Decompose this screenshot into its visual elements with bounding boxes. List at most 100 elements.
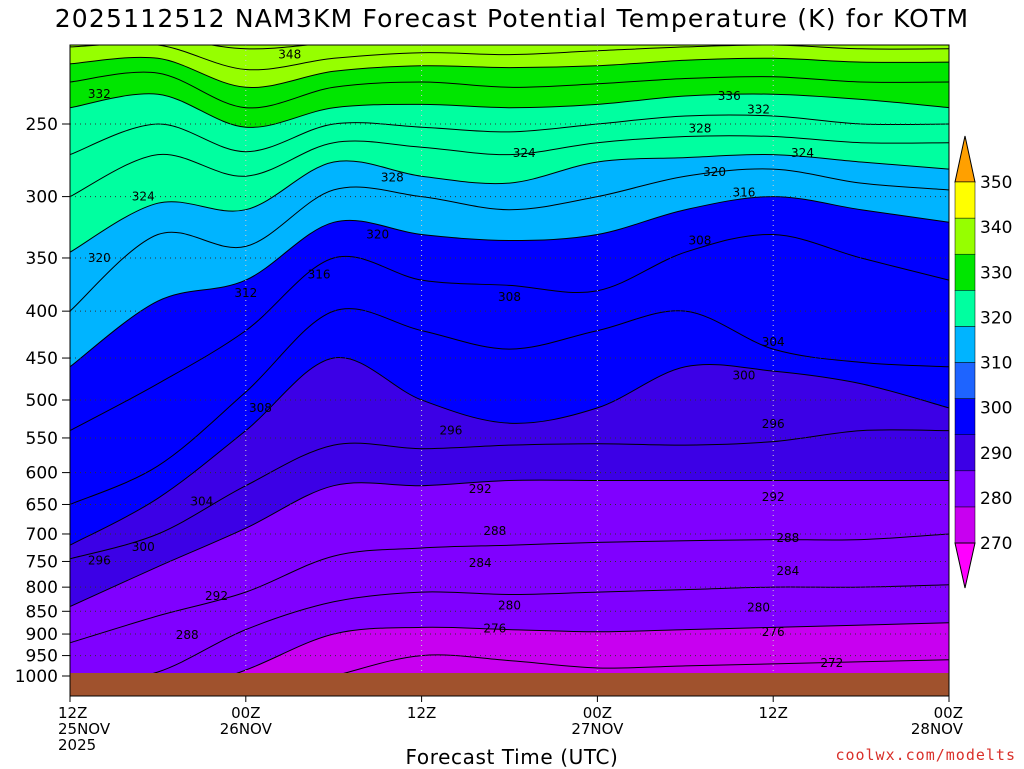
contour-label: 280 <box>747 601 770 615</box>
contour-label: 332 <box>88 87 111 101</box>
ytick-label: 1000 <box>15 667 58 687</box>
colorbar-bin <box>954 470 976 508</box>
contour-label: 324 <box>132 190 155 204</box>
colorbar-bin <box>954 181 976 219</box>
contour-label: 300 <box>132 540 155 554</box>
ytick-label: 800 <box>26 578 58 598</box>
contour-label: 332 <box>747 102 770 116</box>
contour-label: 292 <box>205 589 228 603</box>
contour-label: 292 <box>762 490 785 504</box>
colorbar-bin <box>954 434 976 472</box>
colorbar-label: 320 <box>980 308 1012 328</box>
ytick-label: 750 <box>26 552 58 572</box>
isentrope-336 <box>70 71 949 109</box>
isentrope-292 <box>70 479 949 608</box>
contour-label: 288 <box>776 531 799 545</box>
contour-label: 304 <box>762 335 785 349</box>
isentrope-344 <box>70 45 949 71</box>
contour-label: 288 <box>176 628 199 642</box>
xtick-label: 00Z <box>583 704 612 722</box>
isentrope-284 <box>70 584 949 689</box>
plot-frame <box>69 44 950 697</box>
colorbar-label: 290 <box>980 444 1012 464</box>
isentrope-304 <box>70 308 949 505</box>
contour-label: 288 <box>483 524 506 538</box>
colorbar-label: 350 <box>980 173 1012 193</box>
ytick-label: 350 <box>26 249 58 269</box>
contour-label: 312 <box>234 286 257 300</box>
xtick-label: 00Z <box>934 704 963 722</box>
isentrope-348 <box>208 45 313 50</box>
isentrope-316 <box>70 168 949 312</box>
contour-label: 320 <box>88 251 111 265</box>
isentrope-276 <box>260 654 949 696</box>
ytick-label: 900 <box>26 625 58 645</box>
isentrope-328 <box>70 114 949 156</box>
ground-surface <box>70 673 949 696</box>
contour-label: 324 <box>513 146 536 160</box>
site-credit: coolwx.com/modelts <box>835 746 1016 764</box>
isentrope-324 <box>70 135 949 198</box>
ytick-label: 850 <box>26 602 58 622</box>
contour-label: 304 <box>190 494 213 508</box>
colorbar-label: 310 <box>980 354 1012 374</box>
ytick-label: 550 <box>26 429 58 449</box>
colorbar-bottom-arrow <box>954 542 976 589</box>
contour-label: 272 <box>820 656 843 670</box>
xtick-label: 00Z <box>231 704 260 722</box>
theta-band-344 <box>70 45 949 70</box>
contour-label: 308 <box>688 234 711 248</box>
isentrope-288 <box>70 533 949 644</box>
ytick-label: 600 <box>26 464 58 484</box>
colorbar-label: 340 <box>980 218 1012 238</box>
contour-label: 284 <box>776 564 799 578</box>
ytick-label: 400 <box>26 302 58 322</box>
isentrope-308 <box>70 233 949 432</box>
isentrope-312 <box>70 196 949 368</box>
contour-label: 308 <box>249 401 272 415</box>
colorbar-label: 270 <box>980 534 1012 554</box>
isentrope-296 <box>70 429 949 560</box>
xtick-date: 27NOV <box>571 720 624 738</box>
colorbar-label: 300 <box>980 399 1012 419</box>
contour-label: 276 <box>483 622 506 636</box>
isentrope-332 <box>70 93 949 128</box>
contour-label: 320 <box>703 165 726 179</box>
isentrope-300 <box>70 357 949 546</box>
contour-label: 320 <box>366 228 389 242</box>
colorbar-bin <box>954 326 976 363</box>
contour-label: 336 <box>718 89 741 103</box>
xtick-date: 26NOV <box>220 720 273 738</box>
xtick-date: 25NOV <box>58 720 111 738</box>
contour-label: 300 <box>732 368 755 382</box>
ytick-label: 450 <box>26 349 58 369</box>
contour-label: 276 <box>762 625 785 639</box>
contour-label: 328 <box>381 171 404 185</box>
colorbar-label: 330 <box>980 263 1012 283</box>
colorbar-label: 280 <box>980 489 1012 509</box>
xtick-year: 2025 <box>58 736 96 754</box>
x-axis-label: Forecast Time (UTC) <box>405 745 619 769</box>
ytick-label: 250 <box>26 115 58 135</box>
contour-label: 292 <box>469 482 492 496</box>
filled-contours <box>70 45 949 696</box>
colorbar-bin <box>954 398 976 435</box>
ytick-label: 500 <box>26 391 58 411</box>
ytick-label: 950 <box>26 647 58 667</box>
ytick-label: 650 <box>26 495 58 515</box>
contour-label: 308 <box>498 290 521 304</box>
contour-label: 348 <box>278 48 301 62</box>
xtick-label: 12Z <box>58 704 87 722</box>
contour-label: 316 <box>732 186 755 200</box>
contour-label: 280 <box>498 599 521 613</box>
colorbar-bin <box>954 217 976 255</box>
colorbar: 270 280 290 300 310 320 330 340 350 <box>954 135 1012 589</box>
colorbar-bin <box>954 290 976 327</box>
ytick-label: 300 <box>26 188 58 208</box>
ytick-label: 700 <box>26 525 58 545</box>
isentrope-340 <box>70 56 949 88</box>
contour-labels: 348 332 336 332 328 324 324 328 320 316 324 320 308 3… <box>88 48 843 670</box>
colorbar-bin <box>954 362 976 399</box>
